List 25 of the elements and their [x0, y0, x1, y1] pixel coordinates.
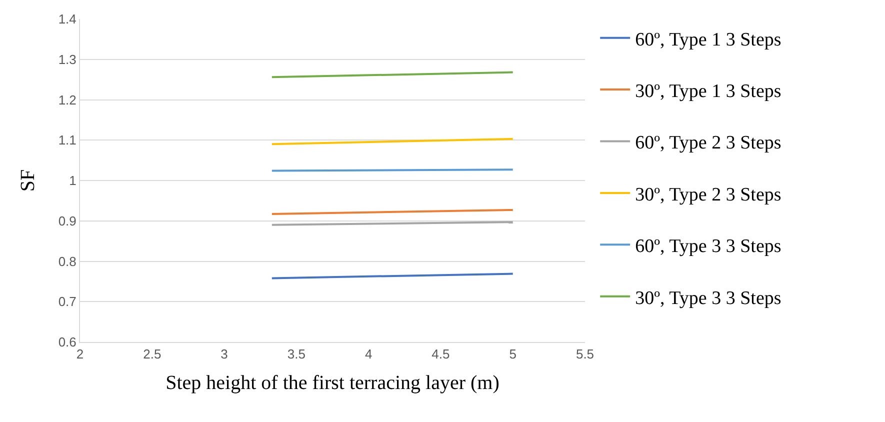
- y-tick-label: 0.7: [58, 294, 76, 310]
- x-tick-label: 3.5: [287, 346, 306, 362]
- y-axis-title: SF: [16, 169, 39, 192]
- y-tick-label: 1.3: [58, 52, 76, 67]
- y-tick-label: 1.1: [58, 132, 76, 148]
- legend-label: 30º, Type 1 3 Steps: [635, 80, 782, 102]
- x-tick-label: 3: [220, 346, 228, 362]
- legend-label: 60º, Type 2 3 Steps: [635, 132, 782, 154]
- legend-label: 30º, Type 3 3 Steps: [635, 288, 782, 309]
- x-tick-label: 2: [76, 346, 84, 362]
- y-tick-label: 0.6: [58, 334, 76, 350]
- legend-label: 60º, Type 1 3 Steps: [635, 29, 782, 50]
- x-axis-title: Step height of the first terracing layer (m): [166, 372, 500, 394]
- y-tick-label: 1.2: [58, 92, 76, 108]
- x-tick-label: 5.5: [576, 346, 594, 362]
- x-tick-label: 2.5: [143, 346, 162, 362]
- y-tick-label: 1: [69, 173, 76, 188]
- x-tick-label: 4.5: [432, 346, 450, 362]
- legend-label: 60º, Type 3 3 Steps: [635, 236, 782, 258]
- legend-label: 30º, Type 2 3 Steps: [635, 184, 782, 206]
- y-tick-label: 0.8: [58, 254, 76, 269]
- x-tick-label: 5: [509, 346, 516, 362]
- x-tick-label: 4: [364, 346, 372, 362]
- y-tick-label: 0.9: [58, 213, 76, 228]
- y-tick-label: 1.4: [58, 12, 76, 27]
